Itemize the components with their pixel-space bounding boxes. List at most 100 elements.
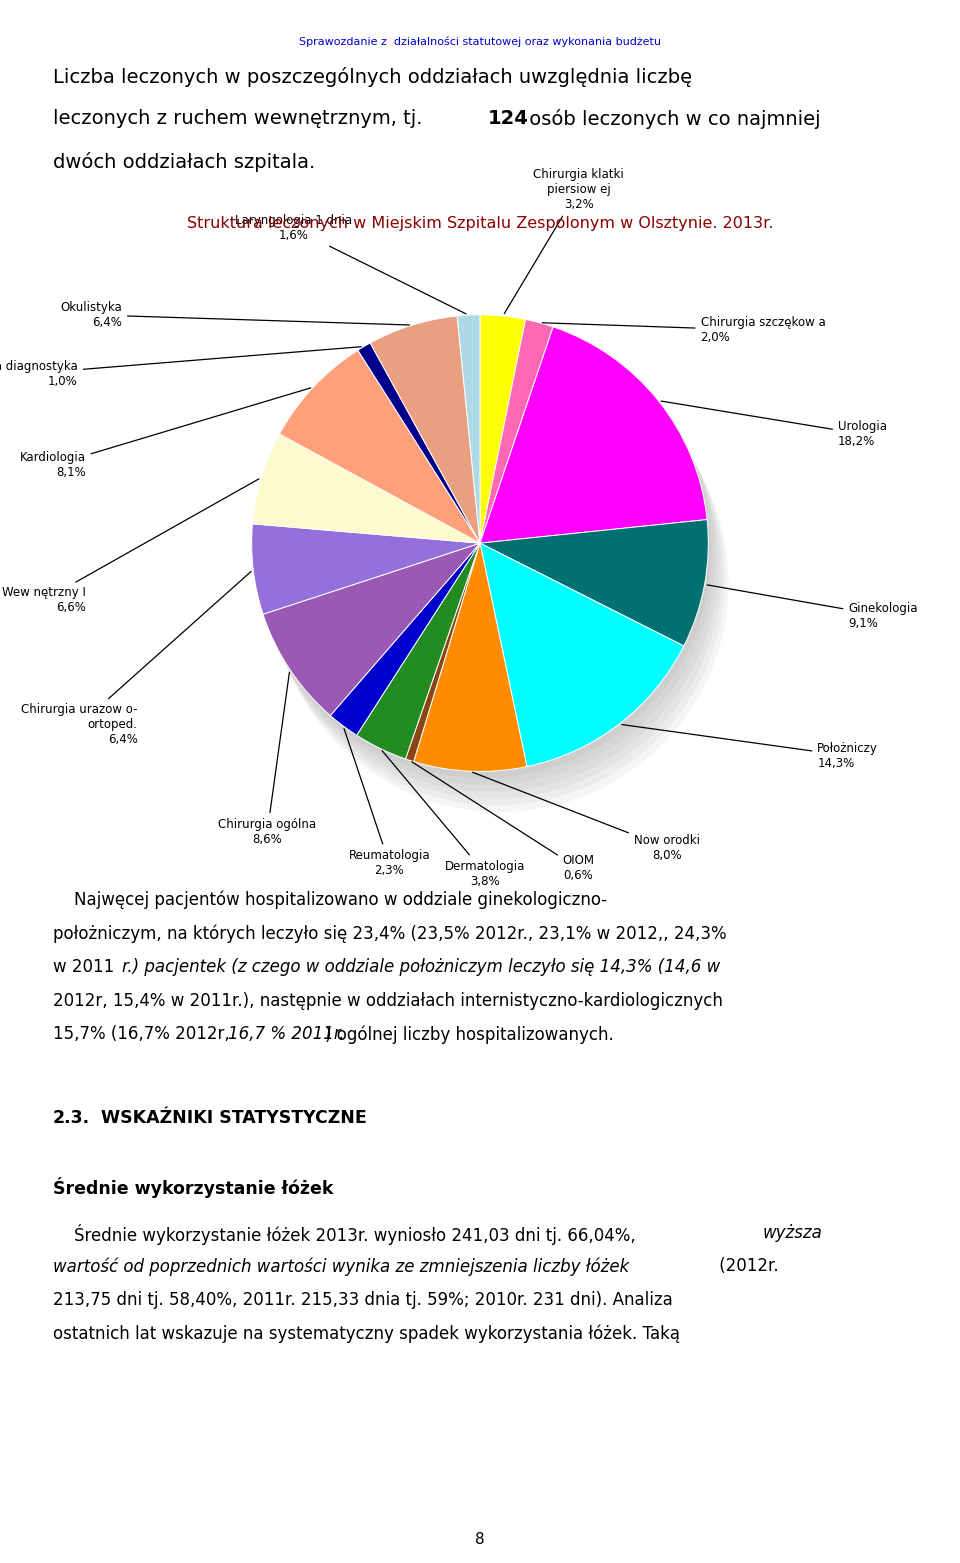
Wedge shape bbox=[497, 577, 701, 800]
Wedge shape bbox=[491, 539, 718, 666]
Wedge shape bbox=[364, 556, 487, 772]
Wedge shape bbox=[270, 556, 487, 728]
Text: Reumatologia
2,3%: Reumatologia 2,3% bbox=[344, 728, 430, 877]
Wedge shape bbox=[477, 355, 500, 583]
Wedge shape bbox=[484, 333, 710, 550]
Text: Dermatologia
3,8%: Dermatologia 3,8% bbox=[382, 750, 525, 888]
Wedge shape bbox=[387, 350, 497, 577]
Text: ostatnich lat wskazuje na systematyczny spadek wykorzystania łóżek. Taką: ostatnich lat wskazuje na systematyczny … bbox=[53, 1324, 680, 1343]
Wedge shape bbox=[263, 544, 480, 716]
Wedge shape bbox=[367, 563, 491, 780]
Wedge shape bbox=[334, 550, 484, 742]
Wedge shape bbox=[416, 563, 491, 782]
Wedge shape bbox=[263, 455, 491, 563]
Wedge shape bbox=[497, 361, 724, 577]
Text: Chirurgia klatki
piersiow ej
3,2%: Chirurgia klatki piersiow ej 3,2% bbox=[504, 169, 624, 314]
Wedge shape bbox=[344, 570, 493, 763]
Text: Kardiologia
8,1%: Kardiologia 8,1% bbox=[19, 388, 311, 480]
Wedge shape bbox=[480, 544, 684, 766]
Wedge shape bbox=[493, 570, 697, 794]
Wedge shape bbox=[276, 570, 493, 742]
Wedge shape bbox=[497, 349, 542, 577]
Wedge shape bbox=[290, 370, 491, 563]
Wedge shape bbox=[258, 538, 487, 628]
Wedge shape bbox=[487, 556, 690, 780]
Text: Struktura leczonych w Miejskim Szpitalu Zespolonym w Olsztynie. 2013r.: Struktura leczonych w Miejskim Szpitalu … bbox=[187, 216, 773, 231]
Wedge shape bbox=[422, 577, 497, 796]
Text: Ginekologia
9,1%: Ginekologia 9,1% bbox=[708, 585, 918, 630]
Wedge shape bbox=[491, 339, 564, 563]
Wedge shape bbox=[493, 342, 539, 570]
Text: Chirurgia urazow o-
ortoped.
6,4%: Chirurgia urazow o- ortoped. 6,4% bbox=[21, 572, 252, 746]
Text: 2.3.: 2.3. bbox=[53, 1110, 90, 1127]
Wedge shape bbox=[368, 363, 491, 563]
Wedge shape bbox=[414, 544, 527, 772]
Wedge shape bbox=[252, 435, 480, 544]
Text: (2012r.: (2012r. bbox=[714, 1257, 779, 1275]
Text: 213,75 dni tj. 58,40%, 2011r. 215,33 dnia tj. 59%; 2010r. 231 dni). Analiza: 213,75 dni tj. 58,40%, 2011r. 215,33 dni… bbox=[53, 1291, 673, 1308]
Text: Najwęcej pacjentów hospitalizowano w oddziale ginekologiczno-: Najwęcej pacjentów hospitalizowano w odd… bbox=[53, 891, 607, 910]
Wedge shape bbox=[461, 322, 484, 550]
Wedge shape bbox=[423, 563, 537, 792]
Wedge shape bbox=[480, 319, 553, 544]
Wedge shape bbox=[337, 556, 487, 749]
Wedge shape bbox=[500, 355, 545, 583]
Wedge shape bbox=[425, 583, 500, 802]
Wedge shape bbox=[293, 377, 493, 570]
Text: 8: 8 bbox=[475, 1532, 485, 1547]
Wedge shape bbox=[361, 350, 484, 550]
Wedge shape bbox=[464, 328, 487, 556]
Wedge shape bbox=[283, 583, 500, 756]
Text: ) ogólnej liczby hospitalizowanych.: ) ogólnej liczby hospitalizowanych. bbox=[325, 1025, 614, 1044]
Text: w 2011: w 2011 bbox=[53, 958, 114, 977]
Wedge shape bbox=[358, 342, 480, 544]
Wedge shape bbox=[480, 327, 708, 544]
Wedge shape bbox=[371, 570, 493, 786]
Text: osób leczonych w co najmniej: osób leczonych w co najmniej bbox=[523, 109, 821, 130]
Wedge shape bbox=[420, 556, 534, 785]
Wedge shape bbox=[273, 475, 500, 583]
Wedge shape bbox=[484, 322, 529, 550]
Text: Liczba leczonych w poszczególnych oddziałach uwzględnia liczbę: Liczba leczonych w poszczególnych oddzia… bbox=[53, 67, 692, 88]
Wedge shape bbox=[377, 330, 487, 556]
Text: Wew nętrzny I
6,6%: Wew nętrzny I 6,6% bbox=[2, 478, 259, 614]
Wedge shape bbox=[487, 341, 714, 556]
Wedge shape bbox=[493, 353, 721, 570]
Text: Okulistyka
6,4%: Okulistyka 6,4% bbox=[60, 300, 410, 328]
Wedge shape bbox=[491, 563, 694, 786]
Wedge shape bbox=[497, 553, 725, 680]
Text: Położniczy
14,3%: Położniczy 14,3% bbox=[622, 725, 878, 771]
Text: 2012r, 15,4% w 2011r.), następnie w oddziałach internistyczno-kardiologicznych: 2012r, 15,4% w 2011r.), następnie w oddz… bbox=[53, 993, 723, 1010]
Wedge shape bbox=[457, 314, 480, 544]
Wedge shape bbox=[500, 367, 728, 583]
Text: 16,7 % 2011r.: 16,7 % 2011r. bbox=[228, 1025, 344, 1044]
Wedge shape bbox=[300, 391, 500, 583]
Wedge shape bbox=[480, 314, 525, 544]
Wedge shape bbox=[487, 533, 715, 660]
Wedge shape bbox=[497, 353, 570, 577]
Text: położniczym, na których leczyło się 23,4% (23,5% 2012r., 23,1% w 2012,, 24,3%: położniczym, na których leczyło się 23,4… bbox=[53, 925, 727, 942]
Wedge shape bbox=[487, 328, 532, 556]
Text: Sprawozdanie z  działalności statutowej oraz wykonania budżetu: Sprawozdanie z działalności statutowej o… bbox=[299, 36, 661, 47]
Wedge shape bbox=[372, 370, 493, 570]
Wedge shape bbox=[270, 467, 497, 577]
Wedge shape bbox=[384, 342, 493, 570]
Wedge shape bbox=[297, 384, 497, 577]
Wedge shape bbox=[255, 530, 484, 621]
Text: WSKAŹNIKI STATYSTYCZNE: WSKAŹNIKI STATYSTYCZNE bbox=[101, 1110, 367, 1127]
Wedge shape bbox=[252, 524, 480, 614]
Text: Chirurgia ogólna
8,6%: Chirurgia ogólna 8,6% bbox=[218, 672, 316, 846]
Wedge shape bbox=[373, 322, 484, 550]
Wedge shape bbox=[269, 558, 497, 649]
Wedge shape bbox=[474, 349, 497, 577]
Wedge shape bbox=[357, 544, 480, 760]
Wedge shape bbox=[470, 342, 493, 570]
Wedge shape bbox=[391, 356, 500, 583]
Text: wyższa: wyższa bbox=[762, 1224, 822, 1241]
Wedge shape bbox=[377, 583, 500, 799]
Wedge shape bbox=[491, 347, 717, 563]
Wedge shape bbox=[259, 447, 487, 556]
Text: dwóch oddziałach szpitala.: dwóch oddziałach szpitala. bbox=[53, 152, 315, 172]
Wedge shape bbox=[380, 336, 491, 563]
Wedge shape bbox=[286, 364, 487, 556]
